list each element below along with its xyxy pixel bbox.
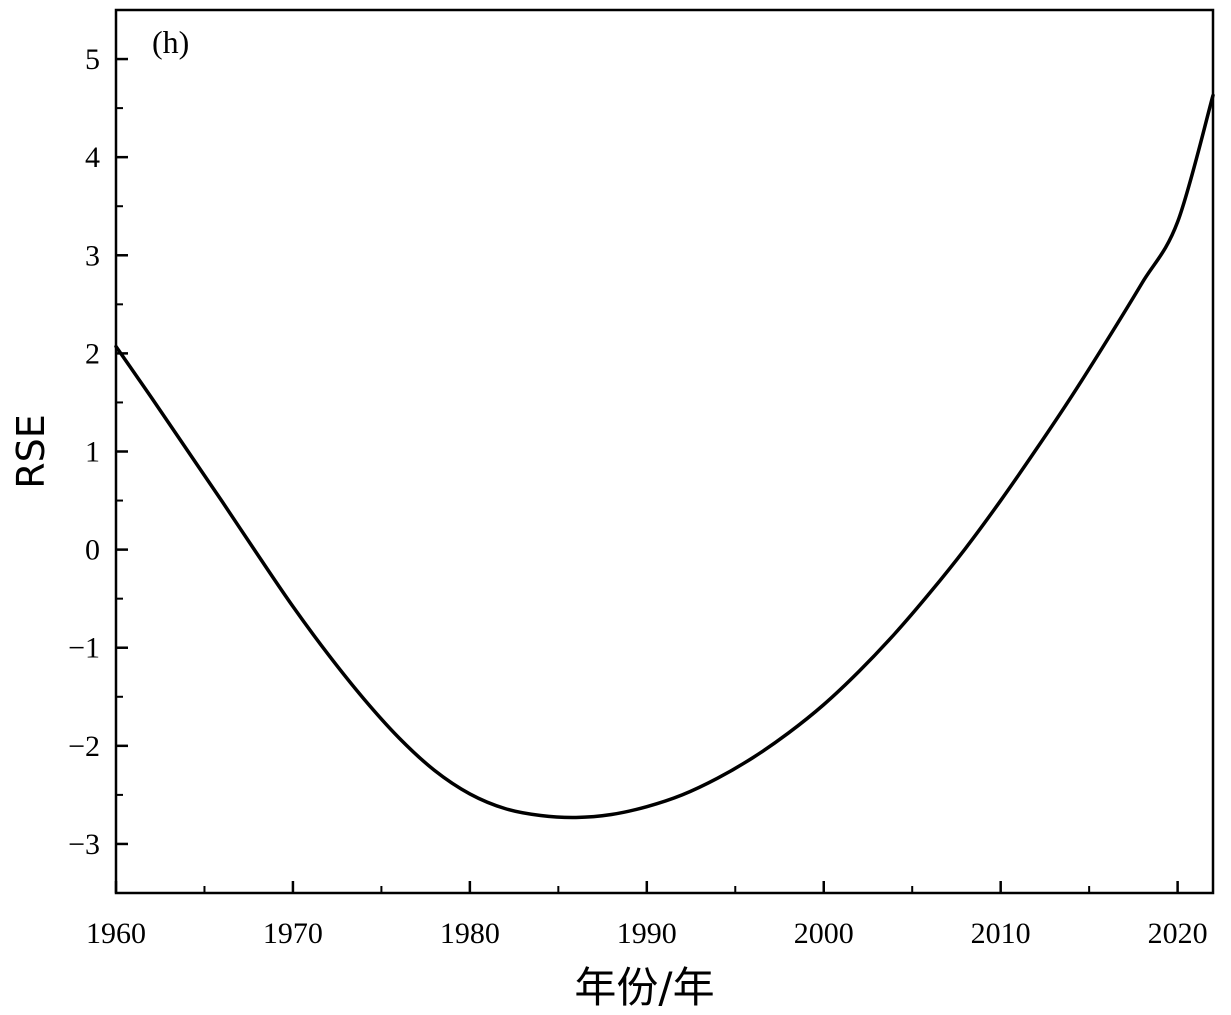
series-group (114, 93, 1215, 820)
rse-series-line (114, 93, 1215, 820)
y-tick-label: 2 (85, 337, 100, 370)
y-axis-title: RSE (9, 414, 53, 489)
y-tick-label: 0 (85, 534, 100, 567)
plot-frame (114, 8, 1215, 895)
x-tick-label: 1960 (86, 917, 146, 950)
y-tick-label: 5 (85, 43, 100, 76)
y-tick-label: −2 (68, 730, 100, 763)
x-tick-label: 2000 (794, 917, 854, 950)
x-tick-label: 1970 (263, 917, 323, 950)
x-axis: 1960 1970 1980 1990 2000 2010 2020 (86, 881, 1208, 950)
y-tick-label: 3 (85, 239, 100, 272)
y-tick-label: −3 (68, 828, 100, 861)
panel-label: (h) (152, 24, 189, 60)
y-tick-label: 4 (85, 141, 100, 174)
y-axis: −3 −2 −1 0 1 2 3 4 5 (68, 9, 128, 894)
x-tick-label: 1990 (617, 917, 677, 950)
x-tick-label: 2010 (971, 917, 1031, 950)
y-tick-label: −1 (68, 632, 100, 665)
x-tick-label: 2020 (1148, 917, 1208, 950)
y-tick-label: 1 (85, 436, 100, 469)
x-axis-title: 年份/年 (574, 963, 714, 1012)
x-tick-label: 1980 (440, 917, 500, 950)
